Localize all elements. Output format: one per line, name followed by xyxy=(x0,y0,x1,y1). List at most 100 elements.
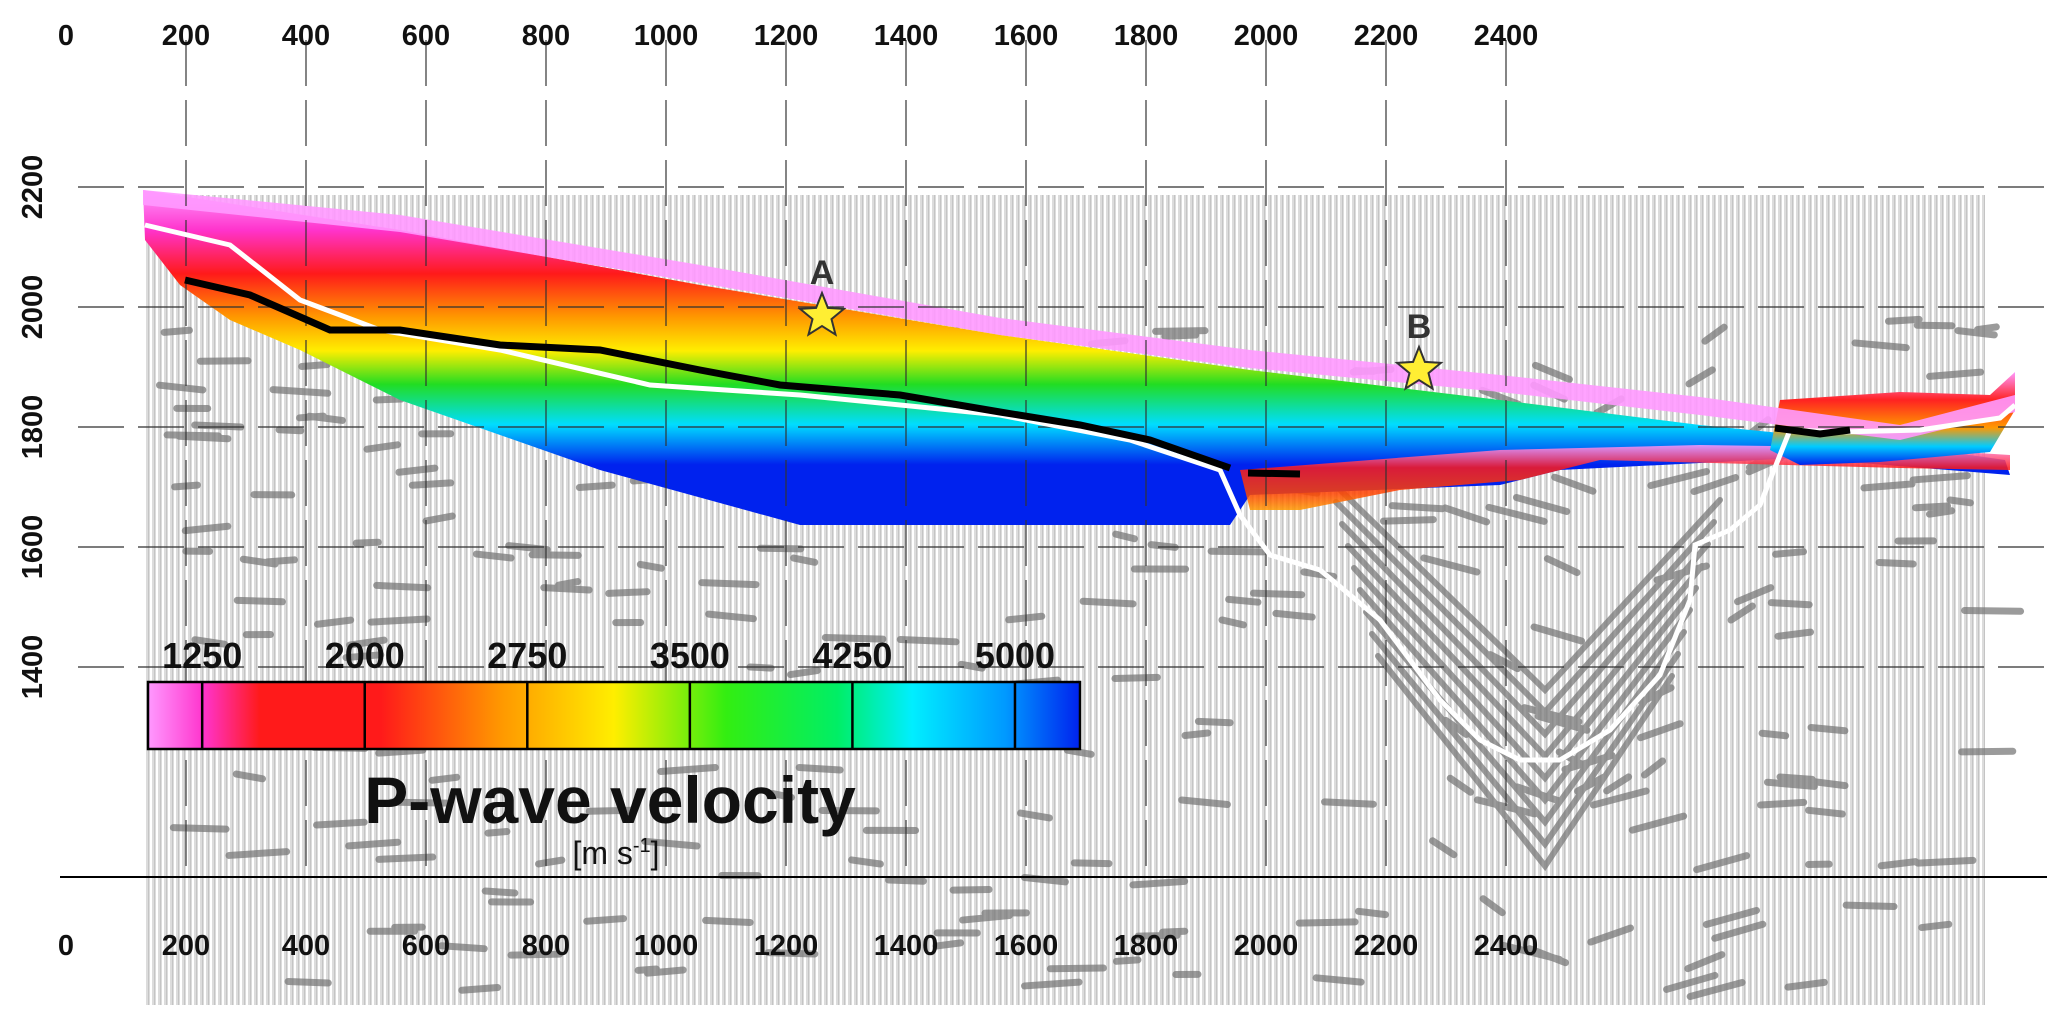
left-axis-tick-label: 1600 xyxy=(17,515,49,580)
seismic-reflector xyxy=(786,667,821,679)
seismic-reflector xyxy=(1807,723,1849,735)
seismic-reflector xyxy=(373,581,432,592)
bedrock-interface-line xyxy=(144,222,2017,763)
colorbar-tick-label: 2000 xyxy=(325,635,405,676)
seismic-reflector xyxy=(395,464,439,476)
seismic-reflector xyxy=(275,426,305,435)
seismic-reflector xyxy=(352,538,382,547)
top-axis-tick-label: 2000 xyxy=(1234,20,1299,52)
seismic-reflector xyxy=(1663,971,1719,993)
seismic-reflector xyxy=(1499,941,1564,963)
seismic-reflector xyxy=(1925,507,1956,518)
seismic-reflector xyxy=(1636,720,1684,742)
unit-exponent: -1 xyxy=(633,835,651,857)
seismic-reflector xyxy=(959,912,1013,924)
seismic-reflector xyxy=(1954,327,1998,339)
bottom-axis-tick-label: 1600 xyxy=(994,930,1059,962)
seismic-reflector xyxy=(1842,901,1898,910)
colorbar-ticks: 1250 2000 2750 3500 4250 5000 xyxy=(162,635,1055,749)
velocity-model xyxy=(143,190,2015,525)
seismic-reflector xyxy=(1918,920,1953,932)
bottom-axis-tick-label: 400 xyxy=(282,930,330,962)
refractor-interface-right xyxy=(1774,424,1851,438)
seismic-reflector xyxy=(585,806,637,815)
seismic-reflector xyxy=(1589,787,1650,809)
seismic-reflector xyxy=(1958,747,2017,756)
bottom-axis-tick-label: 600 xyxy=(402,930,450,962)
seismic-reflector xyxy=(1512,493,1571,515)
seismic-reflector xyxy=(1784,978,1828,991)
refractor-interface-line xyxy=(184,276,1232,472)
seismic-reflector xyxy=(1686,978,1746,1000)
seismic-reflector xyxy=(1429,837,1458,859)
seismic-reflector xyxy=(1690,474,1740,496)
colorbar-tick-label: 1250 xyxy=(162,635,242,676)
seismic-reflector xyxy=(1129,877,1189,889)
seismic-reflector xyxy=(1207,547,1268,556)
seismic-reflector-valley xyxy=(1339,521,1711,739)
seismic-reflector xyxy=(821,634,887,643)
seismic-reflector xyxy=(528,551,582,559)
seismic-reflector xyxy=(1312,974,1365,986)
left-axis-tick-label: 2000 xyxy=(17,275,49,340)
seismic-left-wedge xyxy=(145,230,150,1005)
seismic-reflector xyxy=(1486,651,1522,673)
seismic-reflector xyxy=(1757,798,1808,809)
seismic-reflector xyxy=(1926,368,1985,380)
seismic-reflector xyxy=(225,848,291,859)
seismic-reflector xyxy=(481,887,519,897)
bottom-axis-tick-label: 1200 xyxy=(754,930,819,962)
seismic-reflector xyxy=(790,554,819,566)
seismic-reflector xyxy=(1884,315,1923,325)
seismic-reflector-valley xyxy=(1357,587,1693,805)
seismic-reflector xyxy=(1218,616,1248,629)
seismic-reflector xyxy=(1772,548,1808,558)
seismic-reflector xyxy=(372,395,405,404)
seismic-reflector-valley xyxy=(1345,543,1705,761)
bottom-axis-tick-label: 200 xyxy=(162,930,210,962)
seismic-reflector xyxy=(1442,716,1470,738)
seismic-reflector xyxy=(1733,584,1775,606)
seismic-reflector xyxy=(1603,773,1633,795)
seismic-reflector xyxy=(1441,504,1491,526)
seismic-reflector xyxy=(1640,757,1667,779)
seismic-reflector xyxy=(764,949,819,958)
seismic-reflector xyxy=(757,544,805,553)
seismic-reflector xyxy=(428,773,461,784)
marker-label-b: B xyxy=(1407,308,1432,346)
seismic-reflector xyxy=(1005,612,1046,624)
seismic-reflector xyxy=(458,984,502,994)
top-axis-tick-label: 2200 xyxy=(1354,20,1419,52)
seismic-reflector xyxy=(155,381,207,394)
seismic-reflector xyxy=(484,828,511,837)
seismic-reflector xyxy=(1767,599,1813,609)
seismic-reflector xyxy=(540,584,593,594)
seismic-reflector xyxy=(1530,623,1586,645)
seismic-reflector xyxy=(1851,339,1910,352)
top-axis-tick-label: 1800 xyxy=(1114,20,1179,52)
seismic-reflector xyxy=(239,555,279,568)
seismic-reflector xyxy=(472,550,515,562)
location-markers: AB xyxy=(797,254,1444,391)
seismic-reflector xyxy=(284,977,332,987)
seismic-reflector xyxy=(1693,852,1751,874)
colorbar-tick-label: 4250 xyxy=(812,635,892,676)
velocity-right-body xyxy=(1770,372,2015,465)
seismic-reflector xyxy=(232,770,267,783)
seismic-reflector xyxy=(1079,597,1137,608)
seismic-reflector xyxy=(375,746,427,757)
seismic-reflector xyxy=(698,579,760,589)
seismic-reflector xyxy=(269,386,332,397)
seismic-reflector xyxy=(1070,859,1113,868)
top-axis-tick-label: 1400 xyxy=(874,20,939,52)
seismic-reflector-valley xyxy=(1333,499,1717,717)
left-axis: 2200 2000 1800 1600 1400 xyxy=(17,155,49,700)
seismic-reflector xyxy=(1685,366,1716,388)
colorbar-unit: [m s-1] xyxy=(572,835,659,871)
seismic-reflector xyxy=(1911,502,1952,512)
seismic-reflector xyxy=(885,876,927,885)
seismic-reflector xyxy=(1877,858,1920,870)
seismic-reflector xyxy=(313,616,355,628)
seismic-reflector xyxy=(575,481,616,492)
seismic-reflector xyxy=(422,512,456,525)
